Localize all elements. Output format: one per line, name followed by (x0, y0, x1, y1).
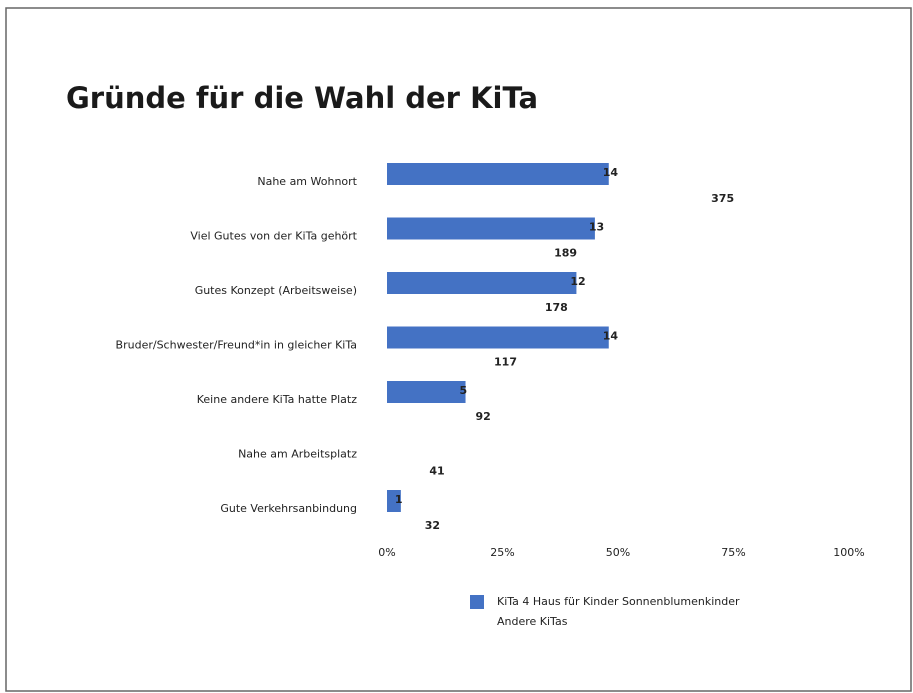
data-label: 92 (476, 410, 491, 423)
chart-title: Gründe für die Wahl der KiTa (66, 81, 538, 115)
bar (387, 186, 702, 204)
data-label: 14 (603, 330, 619, 343)
data-label: 41 (429, 465, 444, 478)
y-tick-label: Nahe am Arbeitsplatz (238, 448, 357, 461)
data-label: 14 (603, 166, 619, 179)
bar (387, 458, 420, 477)
x-tick-label: 75% (721, 546, 745, 559)
bar (387, 404, 466, 422)
data-label: 12 (570, 275, 585, 288)
data-label: 375 (711, 192, 734, 205)
legend-label: Andere KiTas (497, 615, 568, 628)
data-label: 117 (494, 356, 517, 369)
data-label: 189 (554, 247, 577, 260)
x-tick-label: 50% (606, 546, 630, 559)
legend-swatch (470, 595, 484, 609)
bar (387, 240, 545, 259)
legend-swatch (470, 615, 484, 629)
x-tick-label: 0% (378, 546, 395, 559)
data-label: 1 (395, 493, 403, 506)
bar (387, 490, 401, 512)
x-tick-label: 25% (490, 546, 514, 559)
bar (387, 272, 577, 294)
bar (387, 295, 535, 313)
bar (387, 217, 595, 240)
bar (387, 326, 609, 349)
bar (387, 513, 415, 531)
y-tick-label: Keine andere KiTa hatte Platz (197, 393, 357, 406)
y-tick-label: Gutes Konzept (Arbeitsweise) (195, 284, 357, 297)
data-label: 178 (545, 301, 568, 314)
x-tick-label: 100% (833, 546, 864, 559)
y-tick-label: Nahe am Wohnort (257, 175, 357, 188)
bar (387, 381, 466, 403)
y-tick-label: Gute Verkehrsanbindung (220, 502, 357, 515)
data-label: 13 (589, 221, 604, 234)
bar (387, 163, 609, 185)
data-label: 5 (460, 384, 468, 397)
legend-label: KiTa 4 Haus für Kinder Sonnenblumenkinde… (497, 595, 740, 608)
y-tick-label: Viel Gutes von der KiTa gehört (190, 230, 357, 243)
data-label: 32 (425, 519, 440, 532)
bar (387, 349, 485, 368)
y-tick-label: Bruder/Schwester/Freund*in in gleicher K… (116, 339, 357, 352)
